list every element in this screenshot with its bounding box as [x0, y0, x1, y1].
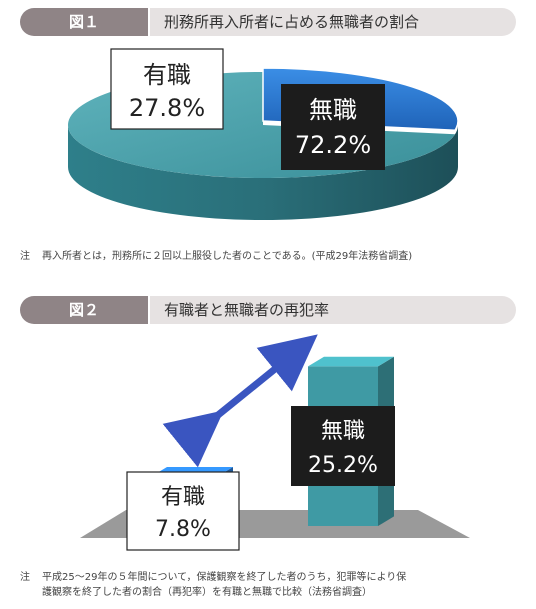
figure-1-header: 図１ 刑務所再入所者に占める無職者の割合 — [20, 8, 516, 36]
figure-2-note-label: 注 — [20, 572, 30, 583]
bar-label-box-employed: 有職 7.8% — [126, 471, 240, 551]
slice-label-box-unemployed: 無職 72.2% — [281, 84, 385, 170]
figure-1-note-text: 再入所者とは，刑務所に２回以上服役した者のことである。(平成29年法務省調査) — [42, 251, 413, 262]
figure-2-note: 注平成25～29年の５年間について，保護観察を終了した者のうち，犯罪等により保 … — [20, 570, 520, 600]
figure-2-header: 図２ 有職者と無職者の再犯率 — [20, 296, 516, 324]
bar-value-employed: 7.8% — [155, 517, 211, 542]
slice-value-employed: 27.8% — [129, 94, 205, 122]
figure-2-number: 図２ — [20, 296, 148, 324]
bar-chart: 有職 7.8% 無職 25.2% — [80, 334, 470, 551]
comparison-arrow — [162, 334, 318, 468]
bar-label-box-unemployed: 無職 25.2% — [291, 406, 395, 486]
slice-value-unemployed: 72.2% — [295, 131, 371, 159]
figure-1-note: 注 再入所者とは，刑務所に２回以上服役した者のことである。(平成29年法務省調査) — [20, 249, 520, 264]
figure-2-title: 有職者と無職者の再犯率 — [150, 296, 516, 324]
figure-1-number: 図１ — [20, 8, 148, 36]
bar-label-unemployed: 無職 — [321, 419, 365, 444]
pie-side-unemployed — [68, 125, 458, 220]
figure-1-note-label: 注 — [20, 251, 30, 262]
bar-label-employed: 有職 — [161, 485, 205, 510]
bar-value-unemployed: 25.2% — [308, 453, 378, 478]
figure-1-title: 刑務所再入所者に占める無職者の割合 — [150, 8, 516, 36]
pie-chart: 有職 27.8% 無職 72.2% — [68, 48, 459, 220]
slice-label-box-employed: 有職 27.8% — [110, 48, 224, 130]
bar-unemployed-top — [308, 356, 394, 367]
figure-2-note-text-2: 護観察を終了した者の割合（再犯率）を有職と無職で比較（法務省調査） — [42, 587, 372, 598]
slice-label-unemployed: 無職 — [309, 96, 357, 124]
slice-label-employed: 有職 — [143, 61, 191, 89]
figure-2-note-text-1: 平成25～29年の５年間について，保護観察を終了した者のうち，犯罪等により保 — [42, 572, 407, 583]
